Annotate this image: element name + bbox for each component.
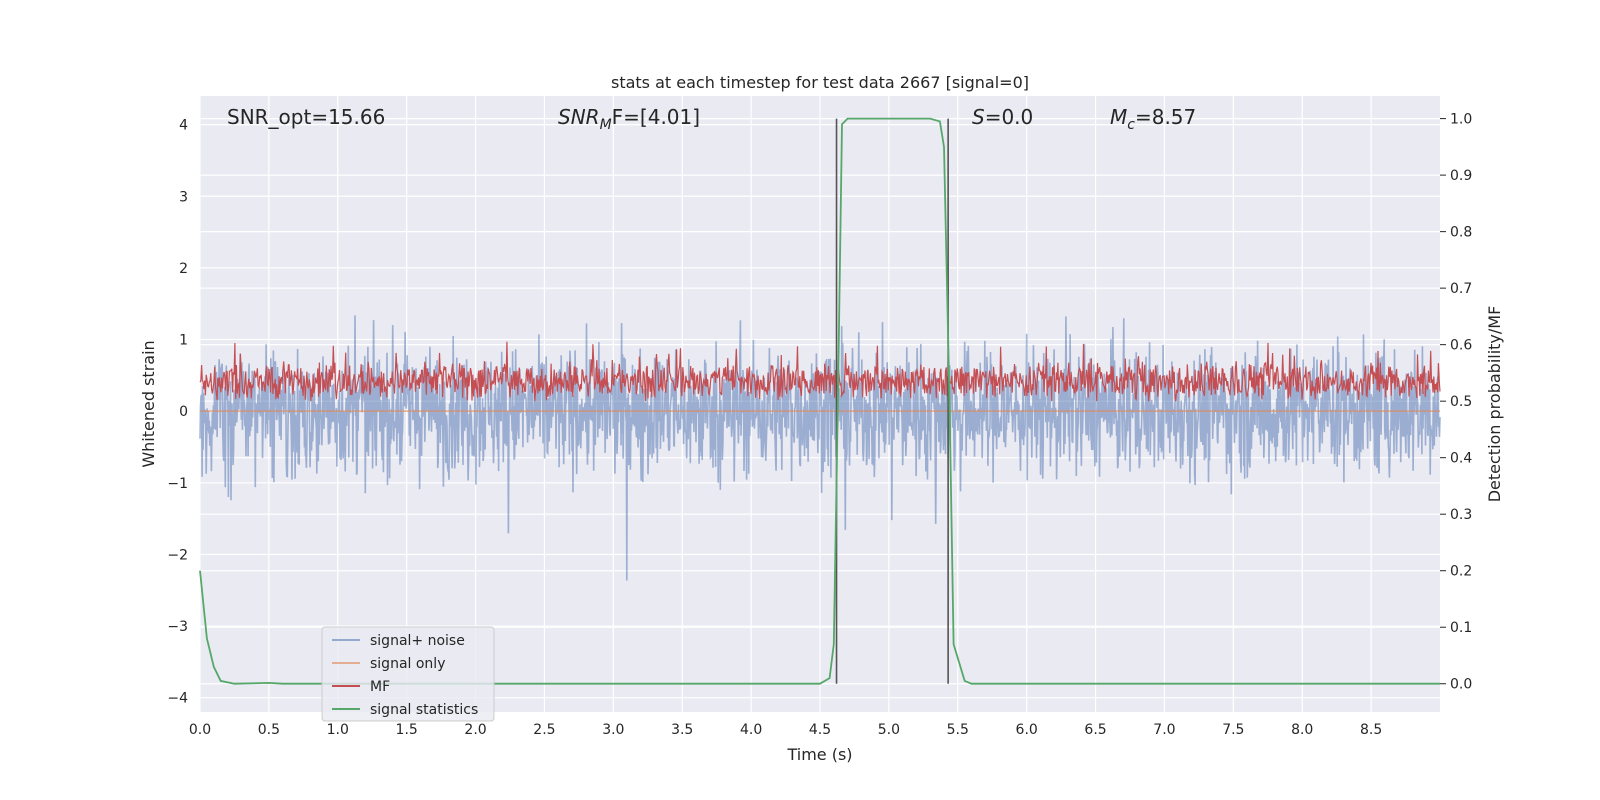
y2-tick-label: 0.3	[1450, 507, 1472, 523]
x-tick-label: 4.5	[809, 722, 831, 738]
x-tick-label: 5.5	[947, 722, 969, 738]
x-tick-label: 8.0	[1291, 722, 1313, 738]
x-tick-label: 7.0	[1153, 722, 1175, 738]
annotation-snr-mf: SNRMF=[4.01]	[558, 105, 700, 133]
y-tick-label: 0	[179, 404, 188, 420]
y-axis-label: Whitened strain	[139, 340, 158, 467]
y-tick-label: 2	[179, 261, 188, 277]
y2-tick-label: 0.8	[1450, 225, 1472, 241]
x-tick-label: 2.0	[464, 722, 486, 738]
x-axis-ticks: 0.0 0.5 1.0 1.5 2.0 2.5 3.0 3.5 4.0 4.5 5.0 5.5 6.0 6…	[189, 722, 1382, 738]
y2-axis-ticks: 1.0 0.9 0.8 0.7 0.6 0.5 0.4 0.3 0.2 0.1 0.0	[1440, 112, 1472, 693]
x-tick-label: 1.5	[396, 722, 418, 738]
x-tick-label: 2.5	[533, 722, 555, 738]
x-tick-label: 0.0	[189, 722, 211, 738]
y2-tick-label: 0.7	[1450, 281, 1472, 297]
annotation-snr-opt: SNR_opt=15.66	[227, 105, 385, 129]
y2-tick-label: 0.4	[1450, 451, 1472, 467]
y-tick-label: −3	[167, 619, 188, 635]
x-tick-label: 7.5	[1222, 722, 1244, 738]
y2-axis-label: Detection probability/MF	[1485, 306, 1504, 503]
x-tick-label: 1.0	[327, 722, 349, 738]
x-tick-label: 3.0	[602, 722, 624, 738]
y2-tick-label: 0.0	[1450, 677, 1472, 693]
series-mf	[199, 341, 1441, 402]
x-axis-label: Time (s)	[786, 745, 852, 764]
annotation-mc: Mc=8.57	[1110, 105, 1196, 133]
y2-tick-label: 0.2	[1450, 564, 1472, 580]
legend: signal+ noise signal only MF signal stat…	[321, 626, 495, 722]
legend-label-signal-only: signal only	[370, 656, 445, 672]
x-tick-label: 0.5	[258, 722, 280, 738]
legend-box	[321, 626, 495, 722]
x-tick-label: 6.5	[1084, 722, 1106, 738]
y2-tick-label: 0.5	[1450, 394, 1472, 410]
series-layer	[199, 315, 1441, 581]
x-tick-label: 4.0	[740, 722, 762, 738]
legend-label-signal-statistics: signal statistics	[370, 702, 478, 718]
chart-title: stats at each timestep for test data 266…	[611, 73, 1029, 92]
y2-tick-label: 1.0	[1450, 112, 1472, 128]
vertical-markers	[835, 118, 949, 684]
y-tick-label: 4	[179, 118, 188, 134]
grid-y	[200, 124, 1440, 699]
y2-tick-label: 0.1	[1450, 620, 1472, 636]
legend-label-mf: MF	[370, 679, 390, 695]
x-tick-label: 6.0	[1016, 722, 1038, 738]
y-tick-label: −1	[167, 476, 188, 492]
series-signal-statistics	[199, 117, 1440, 685]
signal-statistics-layer	[199, 117, 1440, 685]
x-tick-label: 3.5	[671, 722, 693, 738]
annotation-s: S=0.0	[972, 105, 1033, 129]
y-tick-label: 3	[179, 189, 188, 205]
y2-tick-label: 0.6	[1450, 338, 1472, 354]
y-axis-ticks: 4 3 2 1 0 −1 −2 −3 −4	[167, 118, 188, 707]
y-tick-label: 1	[179, 333, 188, 349]
y-tick-label: −4	[167, 691, 188, 707]
y2-tick-label: 0.9	[1450, 168, 1472, 184]
y-tick-label: −2	[167, 547, 188, 563]
x-tick-label: 5.0	[878, 722, 900, 738]
legend-label-signal-noise: signal+ noise	[370, 633, 465, 649]
x-tick-label: 8.5	[1360, 722, 1382, 738]
